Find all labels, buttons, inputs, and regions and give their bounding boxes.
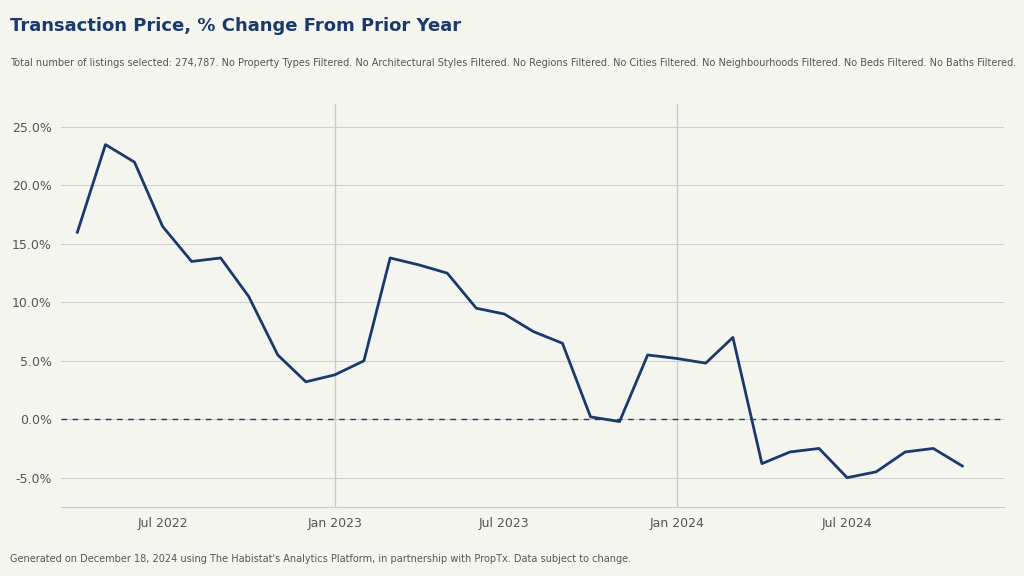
- Text: Total number of listings selected: 274,787. No Property Types Filtered. No Archi: Total number of listings selected: 274,7…: [10, 58, 1017, 67]
- Text: Transaction Price, % Change From Prior Year: Transaction Price, % Change From Prior Y…: [10, 17, 462, 35]
- Text: Generated on December 18, 2024 using The Habistat's Analytics Platform, in partn: Generated on December 18, 2024 using The…: [10, 555, 632, 564]
